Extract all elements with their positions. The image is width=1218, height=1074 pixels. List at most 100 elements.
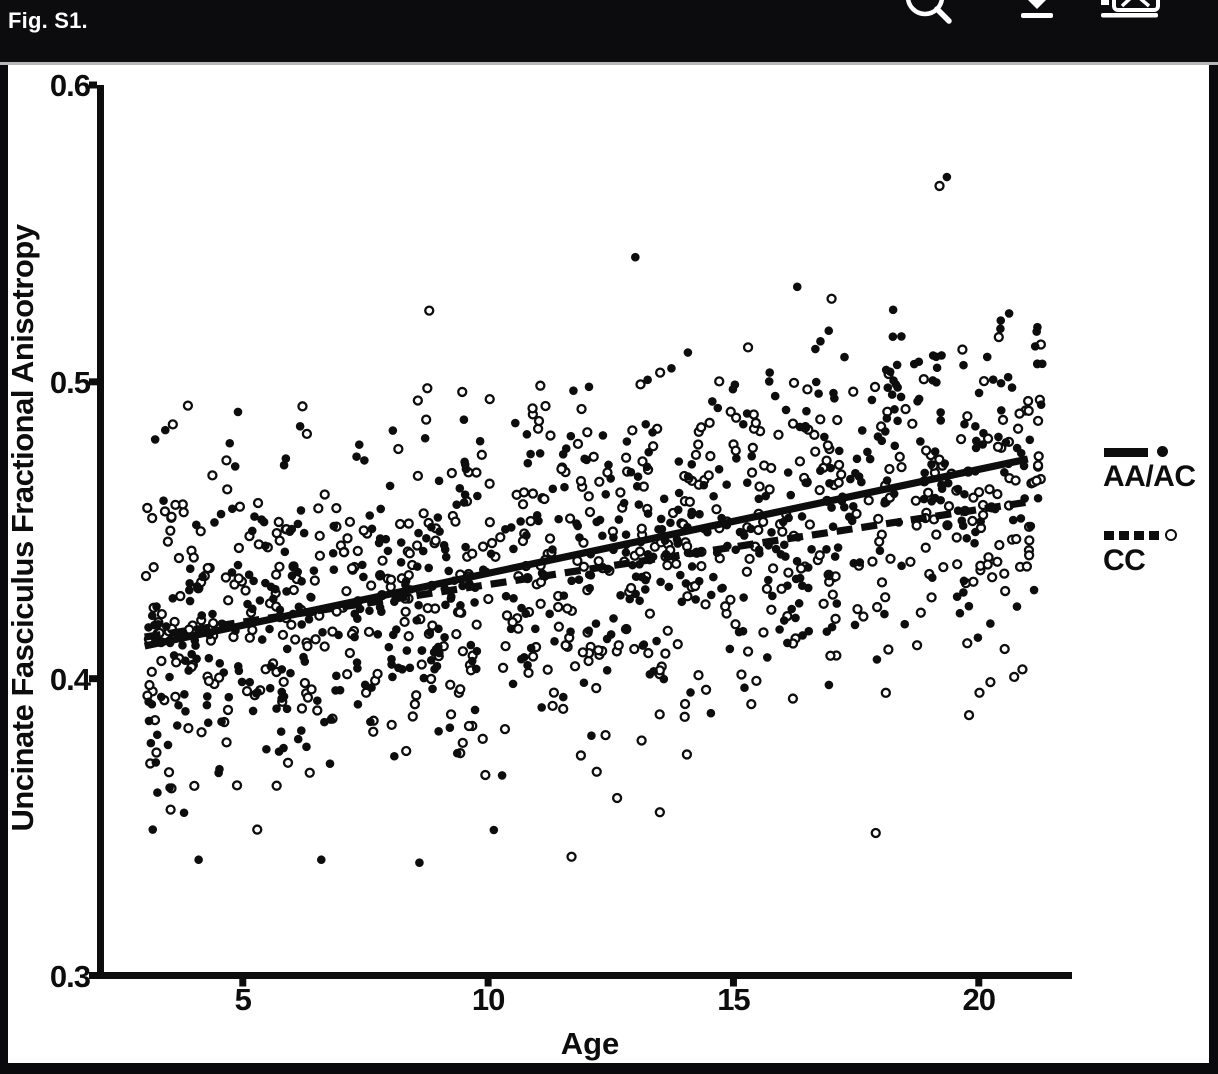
data-point-filled <box>374 538 384 548</box>
data-point-filled <box>392 625 401 634</box>
data-point-open <box>957 344 968 355</box>
zoom-search-icon[interactable] <box>905 0 952 24</box>
data-point-open <box>703 470 714 481</box>
data-point-filled <box>814 389 823 398</box>
data-point-filled <box>731 545 741 555</box>
data-point-filled <box>826 463 836 473</box>
data-point-open <box>163 767 175 778</box>
data-point-open <box>220 572 232 583</box>
data-point-open <box>331 503 342 514</box>
data-point-filled <box>452 500 461 509</box>
data-point-open <box>274 535 285 546</box>
data-point-filled <box>373 630 383 639</box>
data-point-filled <box>299 528 309 538</box>
data-point-open <box>471 467 482 478</box>
data-point-open <box>848 386 859 397</box>
data-point-open <box>421 414 432 425</box>
data-point-filled <box>354 440 364 449</box>
data-point-filled <box>388 426 398 435</box>
data-point-open <box>588 451 599 462</box>
data-point-filled <box>467 656 477 666</box>
data-point-open <box>500 641 511 652</box>
data-point-open <box>744 553 755 565</box>
data-point-filled <box>387 660 396 669</box>
data-point-open <box>611 792 623 804</box>
data-point-filled <box>754 494 764 504</box>
data-point-open <box>982 559 993 570</box>
data-point-filled <box>277 665 287 674</box>
data-point-filled <box>304 614 314 624</box>
data-point-filled <box>428 684 437 694</box>
figure-panel-icon[interactable] <box>1101 0 1160 18</box>
data-point-filled <box>889 489 899 499</box>
y-tick-label: 0.3 <box>49 958 91 994</box>
download-icon[interactable] <box>1021 0 1053 18</box>
data-point-filled <box>776 550 786 559</box>
data-point-open <box>352 545 363 557</box>
data-point-filled <box>414 528 423 538</box>
data-point-open <box>562 603 573 614</box>
data-point-filled <box>792 556 802 566</box>
data-point-open <box>754 481 765 492</box>
data-point-filled <box>775 625 784 634</box>
data-point-open <box>1000 585 1011 597</box>
data-point-filled <box>928 351 938 360</box>
data-point-filled <box>249 576 258 586</box>
data-point-filled <box>427 522 436 532</box>
data-point-filled <box>377 607 386 616</box>
data-point-open <box>696 560 707 572</box>
data-point-open <box>282 757 294 768</box>
data-point-open <box>583 491 594 502</box>
data-point-filled <box>648 428 657 437</box>
data-point-open <box>314 550 326 561</box>
data-point-open <box>742 646 754 657</box>
data-point-open <box>221 737 232 748</box>
x-tick-label: 10 <box>471 982 505 1017</box>
data-point-open <box>943 501 955 512</box>
data-point-open <box>814 550 825 561</box>
data-point-filled <box>248 706 258 716</box>
data-point-filled <box>824 680 834 690</box>
data-point-filled <box>943 478 953 488</box>
data-point-open <box>684 496 695 507</box>
data-point-filled <box>350 632 359 642</box>
data-point-open <box>412 395 423 406</box>
data-point-open <box>985 676 996 688</box>
data-point-filled <box>667 363 676 373</box>
data-point-filled <box>506 624 516 634</box>
data-point-filled <box>706 590 716 600</box>
data-point-open <box>189 780 200 792</box>
data-point-open <box>173 552 185 564</box>
data-point-open <box>802 384 813 395</box>
data-point-filled <box>755 548 764 558</box>
data-point-filled <box>807 544 816 554</box>
data-point-open <box>627 425 638 436</box>
data-point-filled <box>920 468 930 478</box>
data-point-filled <box>160 425 170 435</box>
data-point-open <box>244 632 255 643</box>
data-point-open <box>1012 423 1024 434</box>
data-point-open <box>344 647 356 659</box>
data-point-filled <box>210 518 219 527</box>
data-point-open <box>166 511 177 522</box>
data-point-filled <box>271 584 280 594</box>
data-point-open <box>344 516 356 528</box>
data-point-filled <box>147 611 157 621</box>
data-point-open <box>746 698 757 710</box>
data-point-filled <box>830 394 839 403</box>
data-point-open <box>818 598 829 609</box>
data-point-filled <box>687 562 697 571</box>
data-point-open <box>499 723 511 735</box>
data-point-open <box>915 607 926 618</box>
data-point-open <box>955 433 967 445</box>
data-point-filled <box>522 430 532 439</box>
data-point-open <box>569 661 581 672</box>
data-point-filled <box>609 533 618 542</box>
data-point-filled <box>659 674 669 684</box>
data-point-filled <box>811 377 821 387</box>
data-point-open <box>234 501 246 512</box>
data-point-filled <box>1001 438 1011 447</box>
data-point-filled <box>510 418 520 428</box>
data-point-filled <box>517 603 526 613</box>
data-point-filled <box>604 460 613 470</box>
